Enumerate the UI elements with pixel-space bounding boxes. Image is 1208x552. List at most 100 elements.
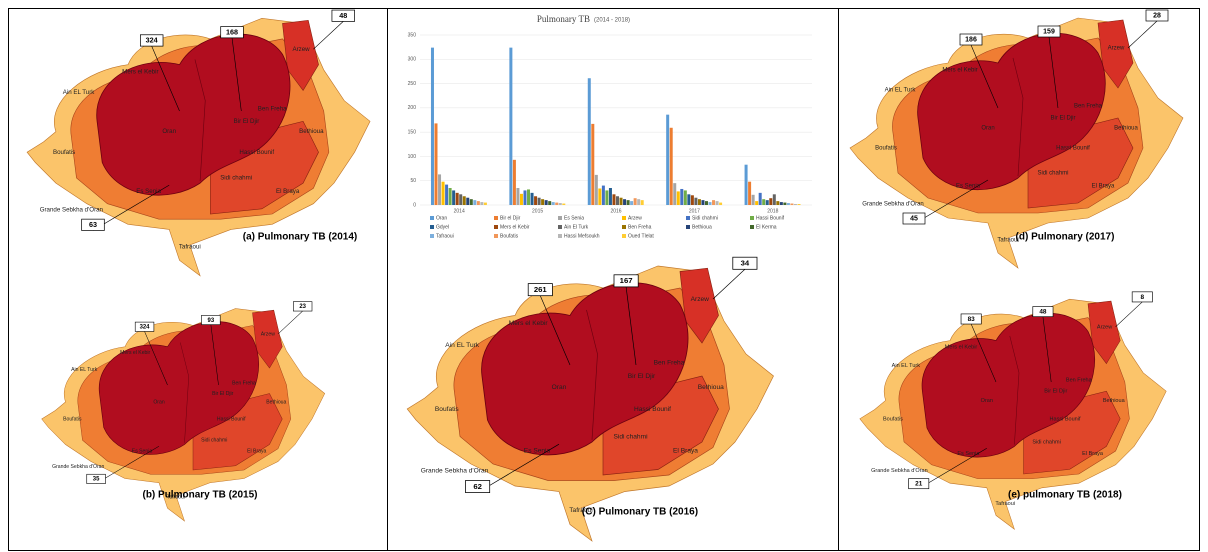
figure: Oran Bir El Djir Es Senia Sidi chahmi Hassi …	[0, 0, 1208, 552]
place-label: Sidi chahmi	[1032, 439, 1061, 445]
bar	[595, 175, 598, 205]
place-label: Arzew	[261, 331, 275, 337]
place-label: Boufatis	[883, 416, 903, 422]
place-label: Es Senia	[524, 448, 551, 455]
callout-value: 28	[1153, 13, 1161, 20]
bar	[520, 194, 523, 205]
place-label: Ben Freha	[1074, 104, 1103, 110]
bar	[452, 190, 455, 205]
bar	[534, 196, 537, 205]
place-label: Ain EL Turk	[71, 367, 98, 373]
bar	[780, 202, 783, 205]
callout-value: 324	[146, 36, 158, 45]
place-label: Hassi Bounif	[634, 406, 671, 413]
place-label: Ain EL Turk	[63, 89, 96, 96]
legend-swatch	[494, 225, 498, 229]
bar	[794, 204, 797, 205]
leader-line	[1116, 302, 1143, 327]
bar	[637, 199, 640, 205]
place-label: Sidi chahmi	[1037, 171, 1068, 177]
panel-title: (d) Pulmonary (2017)	[1016, 232, 1115, 243]
callout-value: 159	[1043, 29, 1055, 36]
bar	[630, 201, 633, 205]
legend-label: Oran	[436, 215, 447, 221]
bar	[516, 188, 519, 205]
legend-label: Arzew	[628, 215, 642, 221]
bar	[719, 203, 722, 205]
bar	[513, 160, 516, 205]
bar	[445, 185, 448, 205]
place-label: Bethioua	[1103, 398, 1126, 404]
place-label: Tafraoui	[995, 501, 1015, 507]
callout-value: 8	[1140, 294, 1144, 301]
bar	[545, 200, 548, 205]
x-tick-label: 2016	[610, 208, 621, 214]
x-tick-label: 2017	[689, 208, 700, 214]
bar	[442, 182, 445, 205]
legend-label: Boufatis	[500, 233, 519, 239]
leader-line	[713, 269, 745, 299]
bar	[684, 190, 687, 205]
panel-title: (a) Pulmonary TB (2014)	[243, 232, 357, 243]
place-label: Bethioua	[266, 399, 286, 405]
bar	[555, 203, 558, 205]
legend-swatch	[494, 234, 498, 238]
callout-value: 93	[208, 318, 215, 324]
bar	[698, 199, 701, 205]
leader-line	[278, 311, 303, 334]
place-label: Grande Sebkha d'Oran	[52, 464, 104, 470]
callout-value: 21	[915, 481, 923, 488]
legend-swatch	[494, 216, 498, 220]
bar	[673, 183, 676, 205]
legend-label: Mers el Kebir	[500, 224, 530, 230]
bar	[755, 201, 758, 205]
bar	[538, 198, 541, 205]
callout-value: 48	[1039, 309, 1047, 316]
place-label: Mers el Kebir	[120, 350, 150, 356]
bar	[459, 194, 462, 205]
place-label: Ben Freha	[258, 106, 287, 113]
place-label: Oran	[162, 128, 176, 135]
place-label: Ben Freha	[232, 381, 256, 387]
place-label: Boufatis	[63, 416, 82, 422]
bar	[541, 199, 544, 205]
place-label: Mers el Kebir	[942, 68, 977, 74]
callout-value: 324	[140, 325, 151, 331]
legend-label: El Kerma	[756, 224, 777, 230]
bar	[616, 196, 619, 205]
bar	[612, 194, 615, 205]
legend-swatch	[622, 216, 626, 220]
bar	[531, 193, 534, 205]
y-tick-label: 350	[408, 32, 417, 38]
bar	[773, 194, 776, 205]
legend-label: Hassi Mefsoukh	[564, 233, 600, 239]
callout-value: 35	[93, 477, 100, 483]
callout-value: 83	[968, 316, 976, 323]
bar	[627, 200, 630, 205]
place-label: Grande Sebkha d'Oran	[862, 202, 924, 208]
bar	[477, 201, 480, 205]
place-label: El Braya	[673, 448, 698, 455]
bar	[466, 198, 469, 205]
bar	[591, 124, 594, 205]
place-label: Sidi chahmi	[613, 433, 648, 440]
place-label: Bir El Djir	[1044, 389, 1067, 395]
legend-swatch	[622, 225, 626, 229]
place-label: Bir El Djir	[1051, 116, 1076, 122]
legend-label: Oued Tlelat	[628, 233, 654, 239]
y-tick-label: 300	[408, 57, 417, 63]
bar	[605, 190, 608, 205]
place-label: Mers el Kebir	[509, 320, 549, 327]
bar	[456, 193, 459, 205]
bar	[470, 199, 473, 205]
bar	[438, 174, 441, 205]
page: {"chart_data": {"type": "bar", "title": …	[0, 0, 1208, 552]
bar	[602, 186, 605, 205]
chart-subtitle: (2014 - 2018)	[594, 18, 630, 24]
bar	[449, 188, 452, 205]
callout-value: 167	[620, 276, 633, 285]
bar	[680, 189, 683, 205]
bar	[748, 182, 751, 205]
